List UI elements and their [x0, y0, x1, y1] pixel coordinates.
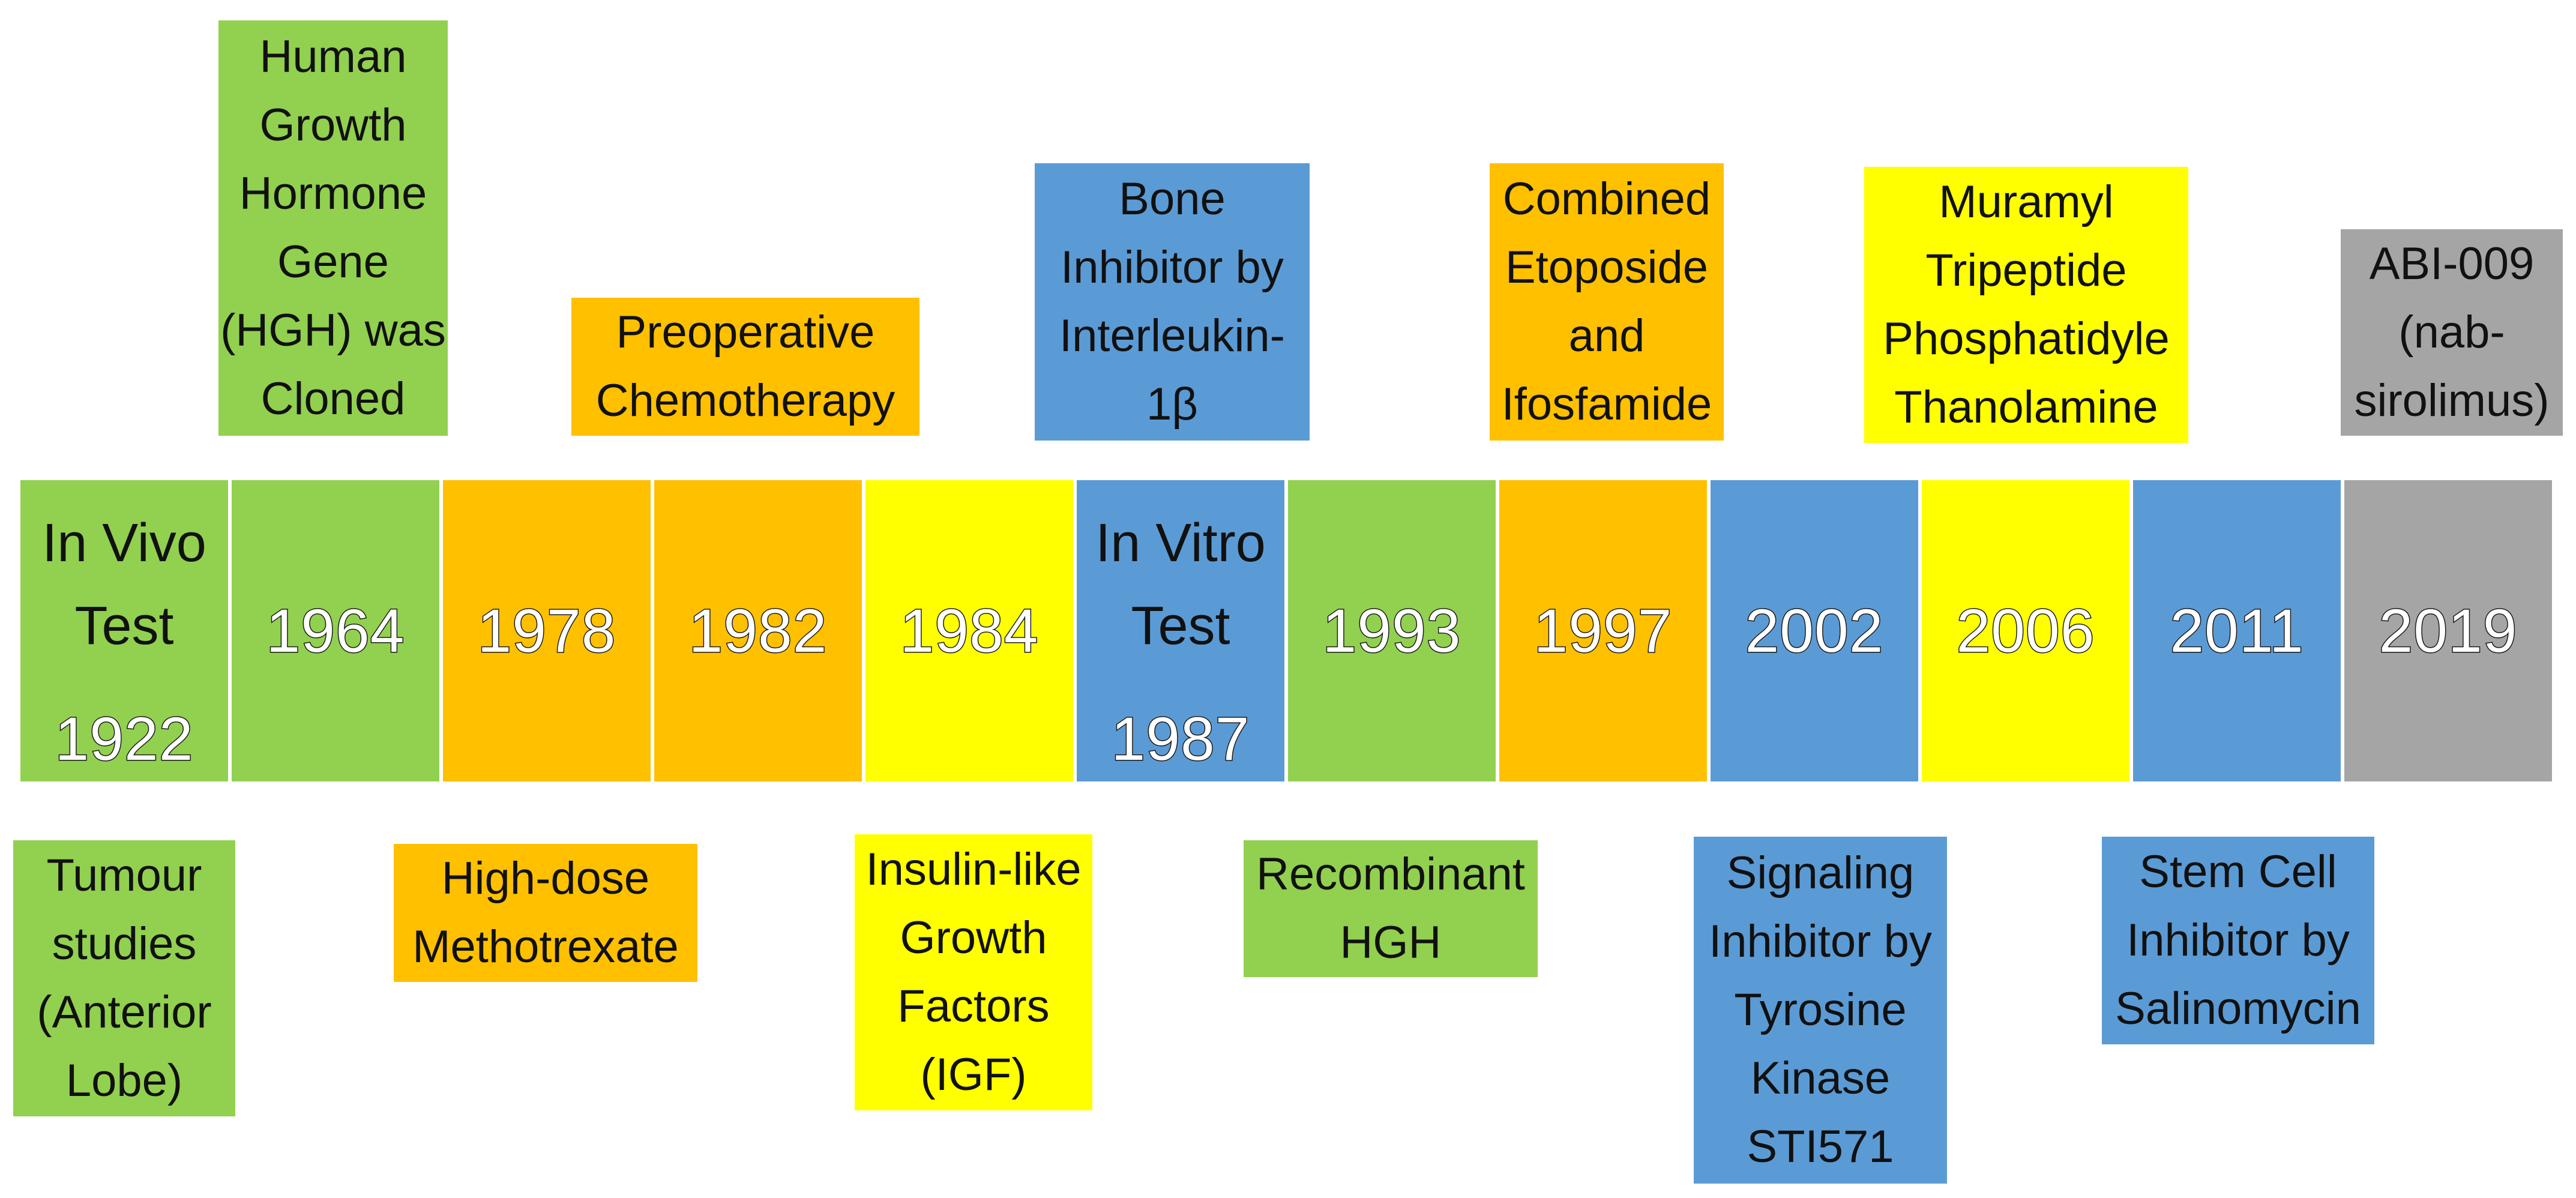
year-1997: 1997 [1533, 595, 1673, 666]
year-1993: 1993 [1322, 595, 1461, 666]
event-above-combined-etoposide: Combined Etoposide and Ifosfamide [1490, 163, 1724, 441]
timeline-cell-1982: 1982 [654, 480, 862, 781]
event-above-hgh-cloned: Human Growth Hormone Gene (HGH) was Clon… [218, 20, 448, 436]
timeline-cell-1978: 1978 [443, 480, 651, 781]
timeline-cell-1984: 1984 [865, 480, 1073, 781]
timeline-cell-1997: 1997 [1499, 480, 1707, 781]
event-above-preoperative-chemotherapy: Preoperative Chemotherapy [571, 298, 919, 436]
timeline-cell-2011: 2011 [2133, 480, 2341, 781]
timeline-cell-1922: In Vivo Test 1922 [20, 480, 228, 781]
timeline-cell-1987: In Vitro Test 1987 [1077, 480, 1284, 781]
year-2011: 2011 [2169, 595, 2304, 666]
event-above-abi-009: ABI-009 (nab- sirolimus) [2341, 229, 2563, 436]
timeline-cell-1964: 1964 [232, 480, 439, 781]
timeline-cell-2002: 2002 [1711, 480, 1918, 781]
event-below-tumour-studies: Tumour studies (Anterior Lobe) [13, 840, 235, 1116]
year-2006: 2006 [1955, 595, 2095, 666]
event-below-recombinant-hgh: Recombinant HGH [1244, 840, 1538, 977]
event-above-bone-inhibitor: Bone Inhibitor by Interleukin- 1β [1035, 163, 1310, 441]
timeline-cell-2006: 2006 [1922, 480, 2129, 781]
year-2019: 2019 [2378, 595, 2518, 666]
in-vivo-test-label: In Vivo Test [42, 513, 206, 656]
timeline-cell-2019: 2019 [2344, 480, 2552, 781]
event-above-muramyl-tripeptide: Muramyl Tripeptide Phosphatidyle Thanola… [1864, 167, 2188, 443]
event-below-high-dose-methotrexate: High-dose Methotrexate [394, 844, 697, 982]
year-1987: 1987 [1110, 704, 1250, 774]
timeline-cell-1993: 1993 [1288, 480, 1496, 781]
year-2002: 2002 [1744, 595, 1884, 666]
year-1922: 1922 [54, 704, 194, 774]
in-vitro-test-label: In Vitro Test [1095, 513, 1266, 656]
event-below-insulin-like-growth-factors: Insulin-like Growth Factors (IGF) [855, 834, 1092, 1110]
year-1978: 1978 [477, 595, 616, 666]
event-below-stem-cell-inhibitor: Stem Cell Inhibitor by Salinomycin [2102, 837, 2374, 1044]
event-below-signaling-inhibitor: Signaling Inhibitor by Tyrosine Kinase S… [1694, 837, 1947, 1184]
year-1982: 1982 [688, 595, 828, 666]
year-1964: 1964 [265, 595, 405, 666]
year-1984: 1984 [899, 595, 1039, 666]
